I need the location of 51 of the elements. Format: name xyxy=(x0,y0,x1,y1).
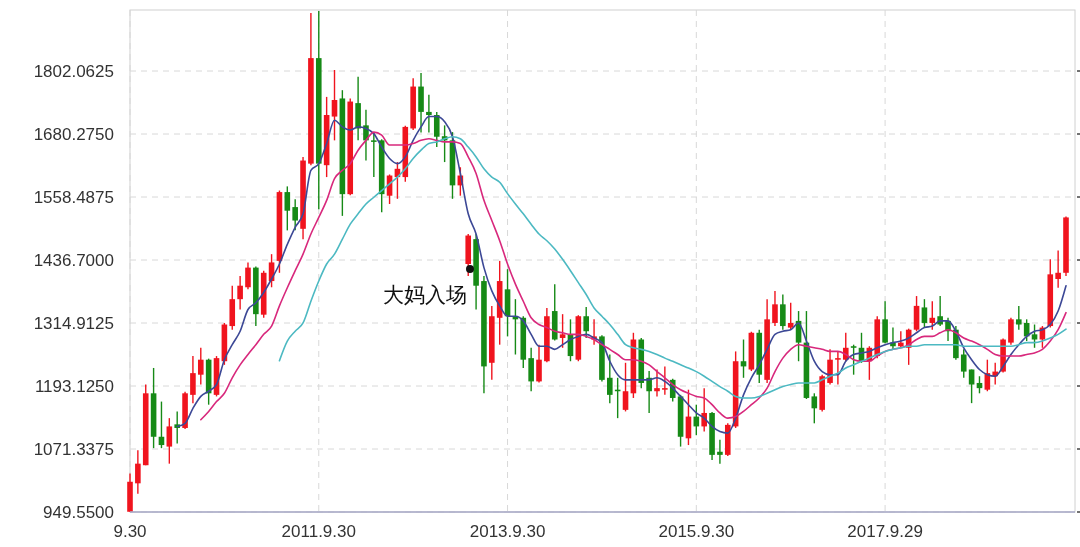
candlestick xyxy=(850,343,857,376)
candlestick xyxy=(929,300,936,331)
candlestick xyxy=(245,261,251,291)
candlestick xyxy=(960,348,967,379)
candlestick xyxy=(331,69,338,142)
candlestick xyxy=(662,365,668,396)
candlestick xyxy=(284,185,291,232)
x-tick-label: 9.30 xyxy=(113,522,147,541)
y-tick-label: 1436.7000 xyxy=(33,250,114,270)
candlestick xyxy=(913,295,920,332)
candlestick xyxy=(292,198,298,232)
x-tick-label: 2015.9.30 xyxy=(658,522,735,541)
y-tick-label: 1802.0625 xyxy=(33,61,114,81)
line-series xyxy=(278,135,1067,399)
candlestick xyxy=(1031,323,1038,349)
candlestick xyxy=(1008,317,1014,346)
y-tick-label: 1071.3375 xyxy=(33,439,114,459)
candlestick xyxy=(898,330,904,349)
candlestick xyxy=(607,353,613,404)
y-tick-label: 1680.2750 xyxy=(33,124,114,144)
candlestick xyxy=(787,302,794,331)
y-tick-label: 1558.4875 xyxy=(33,187,114,207)
candlestick xyxy=(1016,305,1022,331)
candlestick xyxy=(654,368,660,398)
candlestick xyxy=(197,347,204,386)
annotation: 大妈入场 xyxy=(383,283,467,306)
y-tick-label: 1314.9125 xyxy=(33,313,114,333)
candlestick xyxy=(827,348,833,386)
candlestick xyxy=(882,300,888,344)
candlestick xyxy=(835,350,841,386)
candlestick xyxy=(166,417,173,465)
candlestick xyxy=(811,392,818,425)
candlestick xyxy=(237,275,243,311)
candlestick xyxy=(1055,249,1061,289)
candlestick xyxy=(559,313,566,349)
y-tick-label: 1193.1250 xyxy=(34,376,114,396)
x-tick-label: 2011.9.30 xyxy=(281,522,356,541)
candlestick xyxy=(780,293,786,331)
y-tick-label: 949.5500 xyxy=(43,502,114,522)
candlestick xyxy=(717,439,723,465)
candlestick xyxy=(135,449,141,495)
candlestick xyxy=(426,94,432,134)
candlestick xyxy=(433,111,440,148)
candlestick xyxy=(528,347,534,392)
x-tick-label: 2017.9.29 xyxy=(847,522,923,541)
candlestick xyxy=(921,298,928,329)
candlestick xyxy=(772,290,778,327)
candlestick xyxy=(583,306,589,339)
candlestick xyxy=(622,362,629,413)
x-tick-label: 2013.9.30 xyxy=(469,522,546,541)
candlestick xyxy=(190,355,196,404)
